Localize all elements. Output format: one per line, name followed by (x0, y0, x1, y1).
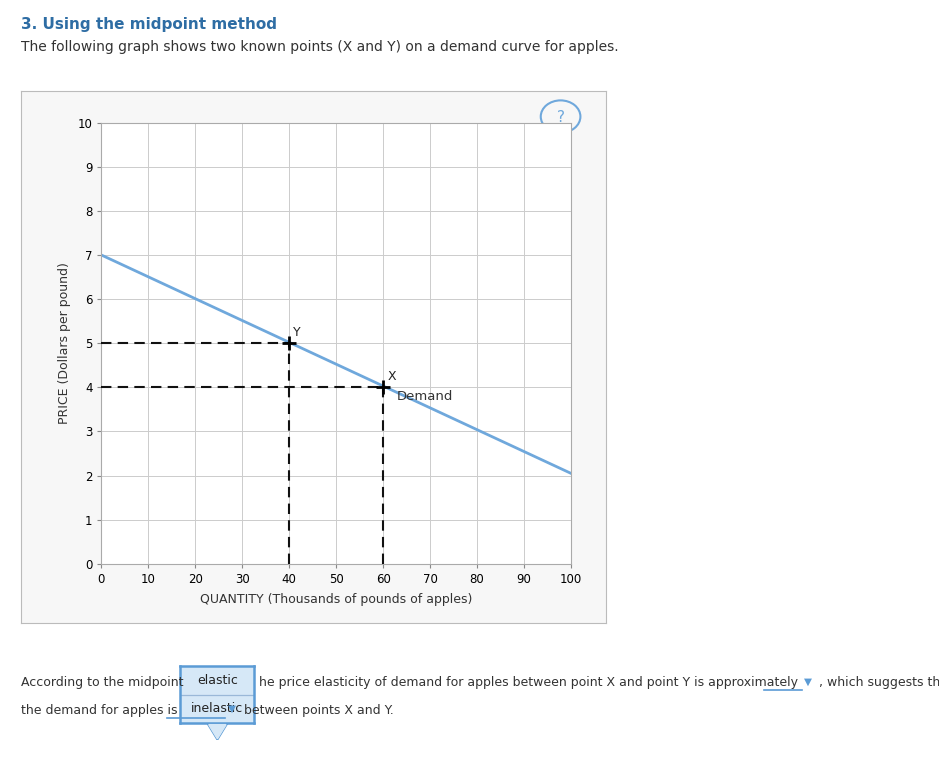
Polygon shape (207, 723, 227, 740)
X-axis label: QUANTITY (Thousands of pounds of apples): QUANTITY (Thousands of pounds of apples) (200, 593, 472, 606)
Text: The following graph shows two known points (X and Y) on a demand curve for apple: The following graph shows two known poin… (21, 40, 618, 54)
Text: inelastic: inelastic (192, 703, 243, 716)
Text: Y: Y (293, 326, 301, 339)
Text: ?: ? (557, 110, 564, 125)
Y-axis label: PRICE (Dollars per pound): PRICE (Dollars per pound) (57, 262, 70, 424)
Text: elastic: elastic (197, 673, 238, 686)
Text: 3. Using the midpoint method: 3. Using the midpoint method (21, 17, 277, 32)
Text: , which suggests that: , which suggests that (819, 676, 939, 690)
Text: X: X (387, 370, 396, 384)
Polygon shape (208, 725, 226, 739)
Text: Demand: Demand (397, 390, 454, 403)
Text: the demand for apples is: the demand for apples is (21, 704, 177, 717)
Text: ▼: ▼ (804, 676, 812, 686)
Text: he price elasticity of demand for apples between point X and point Y is approxim: he price elasticity of demand for apples… (259, 676, 798, 690)
Text: between points X and Y.: between points X and Y. (244, 704, 393, 717)
Text: According to the midpoint: According to the midpoint (21, 676, 183, 690)
Text: ▼: ▼ (228, 704, 237, 714)
